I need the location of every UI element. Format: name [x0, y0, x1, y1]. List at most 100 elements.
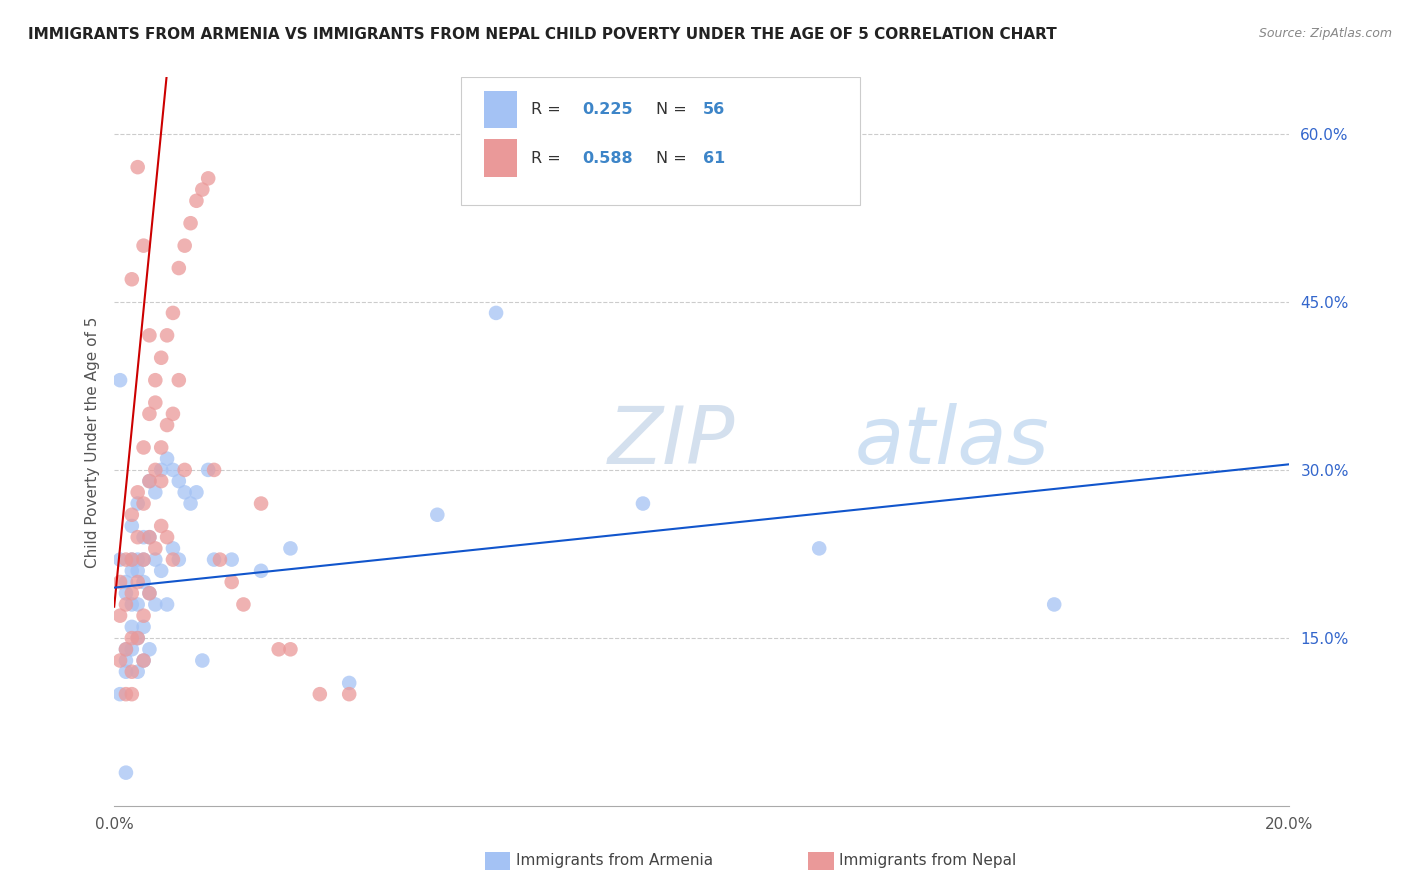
- Point: [121, 564, 143, 578]
- Point: [156, 418, 179, 433]
- Y-axis label: Child Poverty Under the Age of 5: Child Poverty Under the Age of 5: [86, 316, 100, 567]
- Point: [808, 541, 831, 556]
- Bar: [484, 91, 517, 128]
- Text: ZIP: ZIP: [607, 403, 735, 481]
- Point: [127, 485, 149, 500]
- Point: [162, 306, 184, 320]
- Text: 61: 61: [703, 151, 725, 166]
- Text: IMMIGRANTS FROM ARMENIA VS IMMIGRANTS FROM NEPAL CHILD POVERTY UNDER THE AGE OF : IMMIGRANTS FROM ARMENIA VS IMMIGRANTS FR…: [28, 27, 1057, 42]
- Point: [138, 407, 160, 421]
- Point: [180, 497, 202, 511]
- Point: [280, 642, 302, 657]
- Text: N =: N =: [655, 102, 692, 117]
- Point: [156, 530, 179, 544]
- Point: [121, 586, 143, 600]
- Point: [221, 574, 243, 589]
- Point: [143, 395, 166, 409]
- Point: [127, 665, 149, 679]
- Point: [127, 552, 149, 566]
- Point: [221, 552, 243, 566]
- Point: [337, 687, 360, 701]
- Point: [121, 631, 143, 645]
- Point: [115, 687, 138, 701]
- Point: [108, 552, 131, 566]
- Point: [173, 485, 195, 500]
- Point: [108, 687, 131, 701]
- Point: [167, 552, 190, 566]
- Point: [132, 620, 155, 634]
- Point: [186, 194, 208, 208]
- Point: [156, 451, 179, 466]
- Point: [132, 574, 155, 589]
- Point: [127, 598, 149, 612]
- Point: [485, 306, 508, 320]
- Text: atlas: atlas: [855, 403, 1049, 481]
- Text: R =: R =: [531, 102, 567, 117]
- Point: [162, 541, 184, 556]
- Point: [121, 642, 143, 657]
- Point: [132, 238, 155, 252]
- Point: [143, 373, 166, 387]
- Point: [156, 598, 179, 612]
- Point: [115, 552, 138, 566]
- Point: [121, 687, 143, 701]
- Point: [108, 653, 131, 667]
- Text: R =: R =: [531, 151, 567, 166]
- Point: [127, 530, 149, 544]
- Text: Source: ZipAtlas.com: Source: ZipAtlas.com: [1258, 27, 1392, 40]
- Text: 0.588: 0.588: [582, 151, 633, 166]
- Point: [426, 508, 449, 522]
- Point: [127, 497, 149, 511]
- Point: [232, 598, 254, 612]
- Point: [250, 564, 273, 578]
- Point: [250, 497, 273, 511]
- Point: [631, 497, 654, 511]
- Point: [143, 485, 166, 500]
- Point: [121, 272, 143, 286]
- Point: [127, 631, 149, 645]
- Point: [121, 519, 143, 533]
- Point: [162, 552, 184, 566]
- Point: [132, 552, 155, 566]
- Point: [280, 541, 302, 556]
- Point: [180, 216, 202, 230]
- Point: [186, 485, 208, 500]
- Point: [267, 642, 290, 657]
- Point: [162, 407, 184, 421]
- Point: [115, 765, 138, 780]
- Text: Immigrants from Armenia: Immigrants from Armenia: [516, 854, 713, 868]
- Point: [121, 552, 143, 566]
- Point: [202, 463, 225, 477]
- Point: [127, 160, 149, 174]
- Point: [143, 463, 166, 477]
- Point: [337, 676, 360, 690]
- Point: [115, 574, 138, 589]
- Point: [150, 564, 173, 578]
- Text: N =: N =: [655, 151, 692, 166]
- Point: [121, 552, 143, 566]
- Point: [208, 552, 231, 566]
- Point: [173, 463, 195, 477]
- Point: [191, 653, 214, 667]
- Point: [115, 586, 138, 600]
- Point: [156, 328, 179, 343]
- Point: [132, 552, 155, 566]
- Point: [150, 441, 173, 455]
- Point: [108, 373, 131, 387]
- Point: [138, 474, 160, 488]
- Bar: [484, 139, 517, 178]
- Point: [150, 519, 173, 533]
- Point: [173, 238, 195, 252]
- Point: [108, 574, 131, 589]
- Point: [138, 328, 160, 343]
- Point: [1043, 598, 1066, 612]
- Point: [150, 474, 173, 488]
- Point: [138, 530, 160, 544]
- Text: Immigrants from Nepal: Immigrants from Nepal: [839, 854, 1017, 868]
- Point: [121, 620, 143, 634]
- Point: [121, 665, 143, 679]
- Point: [167, 373, 190, 387]
- Point: [127, 631, 149, 645]
- Point: [143, 552, 166, 566]
- Point: [132, 653, 155, 667]
